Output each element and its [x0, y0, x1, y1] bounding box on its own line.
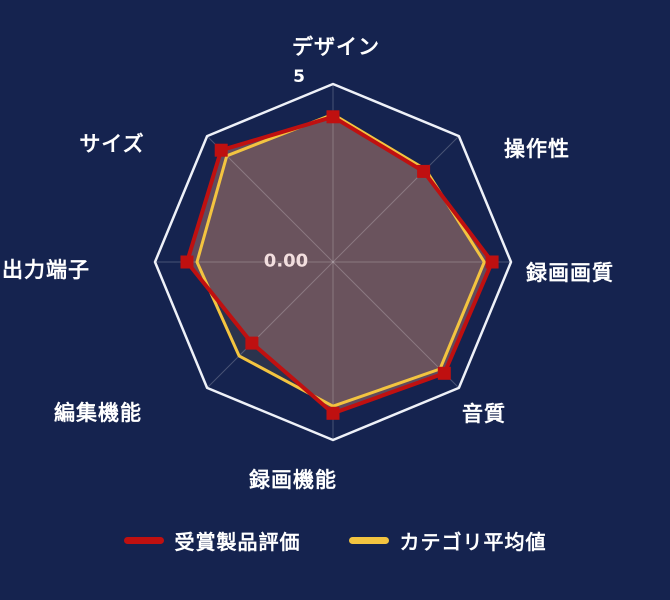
legend-swatch-red: [123, 537, 164, 544]
legend-label-awarded-product: 受賞製品評価: [174, 530, 301, 554]
axis-label-editing-function: 編集機能: [54, 401, 142, 425]
series-0-marker: [214, 143, 228, 157]
series-0-marker: [417, 164, 431, 178]
series-0-marker: [245, 336, 259, 350]
series-0-fill: [187, 116, 493, 414]
legend-swatch-yellow: [348, 537, 389, 544]
legend-item-awarded-product[interactable]: 受賞製品評価: [123, 526, 301, 555]
axis-label-sound-quality: 音質: [462, 402, 506, 426]
series-0-marker: [180, 255, 194, 269]
radial-tick-max: 5: [293, 67, 305, 87]
axis-spoke: [206, 261, 334, 389]
axis-label-output-terminal: 出力端子: [2, 258, 90, 282]
series-0-marker: [485, 255, 499, 269]
axis-label-size: サイズ: [79, 132, 145, 156]
axis-label-operability: 操作性: [504, 137, 570, 161]
radial-tick-center: 0.00: [263, 250, 309, 272]
axis-label-design: デザイン: [292, 35, 380, 59]
axis-label-recording-function: 録画機能: [249, 468, 337, 492]
legend-label-category-average: カテゴリ平均値: [399, 530, 547, 554]
series-0-marker: [326, 110, 340, 124]
series-0-marker: [437, 366, 451, 380]
axis-spoke: [206, 135, 334, 263]
axis-label-recording-quality: 録画画質: [526, 261, 614, 285]
axis-spoke: [332, 135, 460, 263]
series-0-marker: [326, 406, 340, 420]
grid-outline: [153, 82, 513, 442]
chart-legend: 受賞製品評価 カテゴリ平均値: [0, 526, 670, 555]
legend-item-category-average[interactable]: カテゴリ平均値: [348, 526, 547, 555]
